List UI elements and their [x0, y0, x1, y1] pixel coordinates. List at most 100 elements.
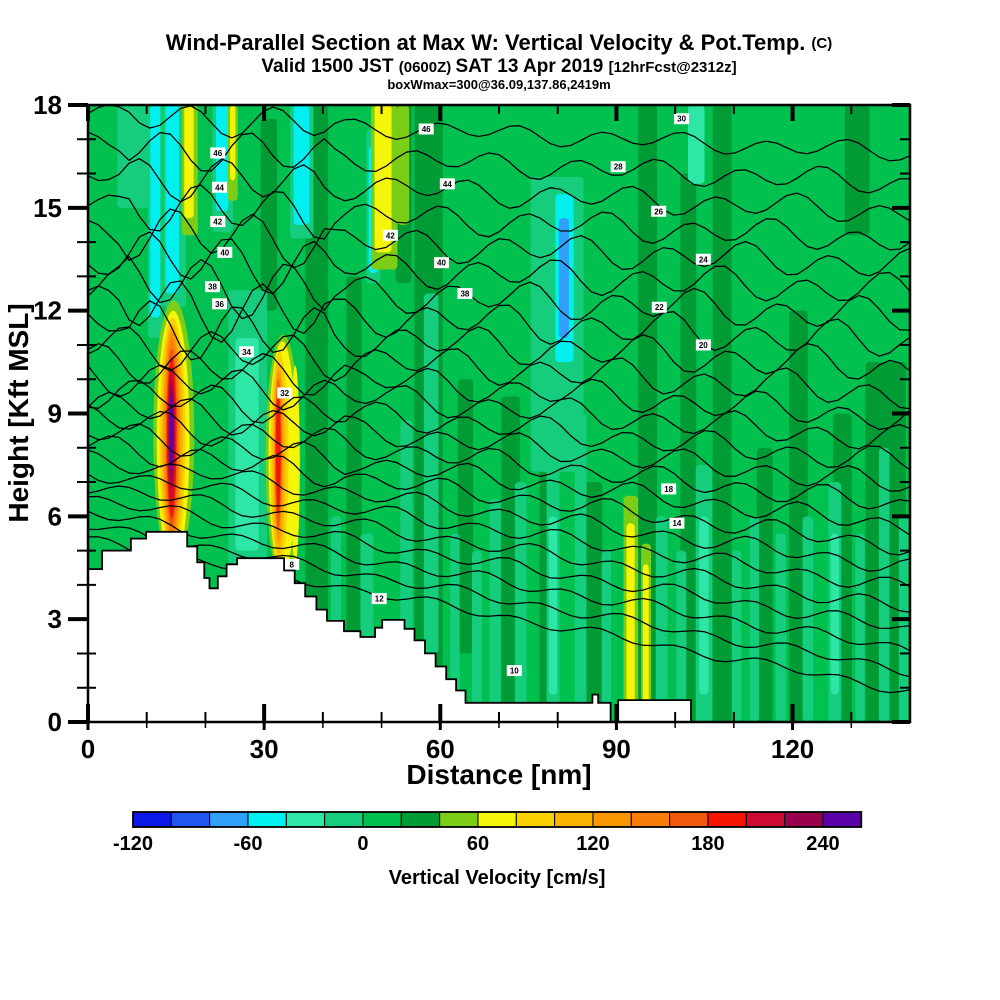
isentrope-contour: [88, 184, 910, 251]
y-tick-label: 18: [33, 90, 62, 120]
contour-label-box: [239, 346, 255, 358]
contour-label: 34: [242, 348, 251, 357]
contour-label: 12: [375, 595, 384, 604]
colorbar: -120 -60 0 60 120 180 240: [113, 811, 863, 855]
updraft-core-layer: [275, 389, 281, 513]
velocity-streak: [548, 516, 558, 695]
velocity-streak: [360, 533, 374, 637]
y-tick-label: 3: [48, 604, 62, 634]
velocity-streak: [346, 276, 362, 722]
isentrope-contour: [88, 231, 910, 302]
colorbar-segment: [209, 811, 249, 828]
contour-label: 40: [437, 259, 446, 268]
colorbar-segment: [439, 811, 479, 828]
isentrope-contour: [88, 105, 910, 162]
contour-label: 8: [290, 560, 295, 569]
colorbar-segment: [362, 811, 402, 828]
contour-label-box: [651, 301, 667, 313]
contour-label-box: [674, 113, 690, 125]
x-tick-label: 120: [771, 734, 814, 764]
y-tick-label: 12: [33, 296, 62, 326]
field-layer: 46 44 42 40 38 36 34 32 46 44 42 40 38 30 28 26 24 22 20 18…: [88, 105, 910, 722]
contour-label-box: [433, 257, 449, 269]
y-tick-label: 15: [33, 193, 62, 223]
chart-title: Wind-Parallel Section at Max W: Vertical…: [166, 30, 832, 55]
contour-label-box: [651, 205, 667, 217]
contour-label: 10: [510, 667, 519, 676]
isentrope-contour: [88, 280, 910, 357]
velocity-streak: [642, 564, 649, 722]
contour-label-box: [371, 593, 387, 605]
valid-time-utc: (0600Z): [399, 59, 456, 76]
colorbar-tick-label: -120: [113, 833, 153, 855]
velocity-streak: [732, 550, 742, 722]
contour-label: 22: [655, 303, 664, 312]
isentrope-contour: [88, 449, 910, 572]
velocity-streak: [150, 105, 161, 318]
velocity-streak: [802, 516, 814, 722]
colorbar-tick-label: 0: [357, 833, 368, 855]
contour-label-box: [506, 665, 522, 677]
title-block: Wind-Parallel Section at Max W: Vertical…: [166, 30, 832, 92]
colorbar-tick-label: 240: [806, 833, 839, 855]
updraft-core-layer: [169, 389, 174, 476]
contour-label: 38: [208, 283, 217, 292]
velocity-streak: [450, 533, 460, 722]
velocity-streak: [756, 447, 773, 722]
valid-time: Valid 1500 JST: [261, 56, 398, 77]
colorbar-segment: [285, 811, 326, 828]
isentrope-contour: [88, 435, 910, 556]
boxwmax-annotation: boxWmax=300@36.09,137.86,2419m: [387, 77, 610, 92]
contour-label: 14: [672, 519, 681, 528]
colorbar-segment: [515, 811, 556, 828]
isentrope-contour: [88, 364, 910, 450]
contour-label: 32: [280, 389, 289, 398]
isentrope-contour: [88, 510, 910, 652]
contour-label: 30: [677, 115, 686, 124]
x-tick-label: 30: [250, 734, 279, 764]
isentrope-contour: [88, 485, 910, 613]
velocity-streak: [878, 447, 890, 722]
contour-label-box: [382, 229, 398, 241]
x-tick-label: 0: [81, 734, 95, 764]
contour-label-box: [669, 517, 685, 529]
contour-label-box: [439, 178, 455, 190]
contour-label: 20: [699, 341, 708, 350]
contour-label-box: [217, 246, 233, 258]
velocity-streak: [830, 533, 839, 695]
velocity-streak: [699, 516, 709, 695]
colorbar-segment: [477, 811, 517, 828]
isentrope-contour: [88, 208, 910, 277]
isentrope-contour: [88, 536, 910, 694]
velocity-streak: [489, 499, 501, 722]
y-tick-label: 0: [48, 707, 62, 737]
contour-label: 24: [699, 255, 708, 264]
isentrope-contour: [88, 423, 910, 536]
velocity-streak: [655, 516, 668, 722]
y-tick-label: 9: [48, 399, 62, 429]
contour-label: 40: [220, 248, 229, 257]
contour-label-box: [610, 161, 626, 173]
y-axis-title: Height [Kft MSL]: [3, 303, 34, 522]
contour-label: 44: [215, 183, 224, 192]
velocity-streak: [165, 105, 180, 294]
velocity-streak: [423, 293, 439, 654]
colorbar-segment: [822, 811, 862, 828]
isentrope-contour: [88, 343, 910, 431]
contour-label: 26: [654, 207, 663, 216]
velocity-streak: [514, 482, 527, 722]
colorbar-segment: [324, 811, 364, 828]
contour-label-box: [695, 253, 711, 265]
velocity-streak: [688, 105, 705, 184]
colorbar-segment: [247, 811, 287, 828]
colorbar-title: Vertical Velocity [cm/s]: [389, 867, 606, 889]
y-tick-label: 6: [48, 501, 62, 531]
isentrope-contour: [88, 473, 910, 588]
velocity-streak: [749, 516, 760, 722]
contour-label: 42: [213, 218, 222, 227]
contour-label: 28: [614, 163, 623, 172]
contour-label-box: [210, 147, 226, 159]
valid-date: SAT 13 Apr 2019: [455, 56, 608, 77]
